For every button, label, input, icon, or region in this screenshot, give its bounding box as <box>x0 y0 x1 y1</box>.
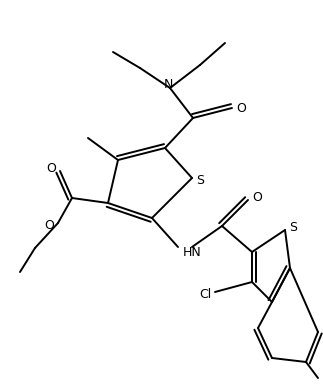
Text: S: S <box>289 221 297 233</box>
Text: Cl: Cl <box>199 287 211 300</box>
Text: HN: HN <box>183 245 202 259</box>
Text: O: O <box>44 219 54 231</box>
Text: O: O <box>46 161 56 175</box>
Text: N: N <box>163 77 173 91</box>
Text: S: S <box>196 173 204 186</box>
Text: O: O <box>252 191 262 203</box>
Text: O: O <box>236 102 246 114</box>
